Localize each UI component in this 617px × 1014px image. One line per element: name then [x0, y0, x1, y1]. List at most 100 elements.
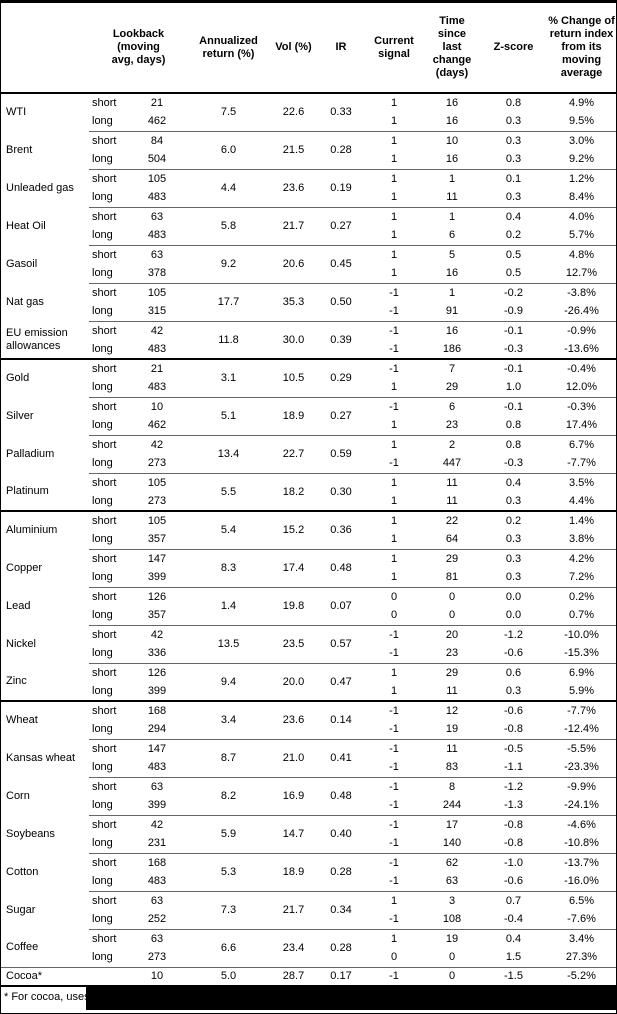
horizon-label: short [89, 434, 126, 454]
table-row: Aluminium short 105 5.4 15.2 0.36 1 22 0.2 1.4% [1, 510, 616, 549]
table-row: WTI short 21 7.5 22.6 0.33 1 16 0.8 4.9% [1, 93, 616, 118]
table-row: long 399 -1 244 -1.3 -24.1% [1, 796, 616, 815]
pct-change-value: 9.5% [568, 115, 595, 128]
zscore-value: 0.8 [505, 419, 522, 432]
lookback-value: 105 [126, 282, 188, 302]
lookback-value: 10 [126, 966, 188, 986]
time-since-value: 1 [424, 168, 480, 188]
signal-value: 1 [390, 533, 398, 546]
zscore-value: -0.1 [480, 358, 547, 378]
lookback-value: 357 [147, 533, 167, 546]
table-row: long 462 1 23 0.8 17.4% [1, 416, 616, 435]
annualized-return-value: 6.0 [188, 130, 269, 169]
time-since-value: 11 [424, 738, 480, 758]
horizon-label: long [92, 685, 113, 697]
vol-value: 16.9 [269, 776, 318, 815]
time-since-value: 29 [445, 381, 459, 394]
ir-value: 0.14 [318, 700, 364, 739]
signal-value: 0 [390, 951, 398, 964]
pct-change-value: 1.2% [547, 168, 616, 188]
vol-value: 17.4 [269, 548, 318, 587]
table-row: long 378 1 16 0.5 12.7% [1, 264, 616, 283]
horizon-label: long [92, 799, 113, 812]
commodity-name: Kansas wheat [6, 751, 76, 764]
time-since-value: 7 [424, 358, 480, 378]
time-since-value: 11 [446, 685, 458, 697]
zscore-value: -1.1 [504, 761, 523, 774]
signal-value: -1 [389, 723, 399, 736]
pct-change-value: 4.4% [568, 495, 595, 507]
zscore-value: 0.5 [505, 267, 522, 280]
zscore-value: -1.3 [504, 799, 523, 812]
annualized-return-value: 13.5 [188, 624, 269, 663]
lookback-value: 10 [126, 396, 188, 416]
zscore-value: 0.6 [480, 662, 547, 682]
horizon-label: long [92, 609, 113, 622]
vol-value: 20.0 [269, 662, 318, 701]
annualized-return-value: 11.8 [188, 320, 269, 359]
zscore-value: -1.2 [480, 624, 547, 644]
table-row: Kansas wheat short 147 8.7 21.0 0.41 -1 11 -0.5-… [1, 738, 616, 777]
pct-change-value: -12.4% [564, 723, 599, 736]
pct-change-value: -5.5% [547, 738, 616, 758]
commodity-name: Copper [6, 561, 43, 574]
commodity-name: Brent [6, 143, 33, 156]
ir-value: 0.39 [318, 320, 364, 359]
table-row: Wheat short 168 3.4 23.6 0.14 -1 12 -0.6 -7.7% [1, 700, 616, 739]
zscore-value: -0.8 [504, 837, 523, 850]
time-since-value: 19 [445, 723, 459, 736]
commodity-name: Soybeans [6, 827, 55, 840]
zscore-value: 0.3 [480, 548, 547, 568]
annualized-return-value: 3.4 [188, 700, 269, 739]
pct-change-value: -7.6% [567, 913, 596, 926]
signal-value: 1 [390, 267, 398, 280]
table-row: long 336 -1 23 -0.6 -15.3% [1, 644, 616, 663]
ir-value: 0.30 [318, 472, 364, 511]
commodity-name: Palladium [6, 447, 55, 460]
time-since-value: 62 [424, 852, 480, 872]
redaction-bar [86, 987, 616, 1010]
time-since-value: 16 [445, 267, 459, 280]
table-body: WTI short 21 7.5 22.6 0.33 1 16 0.8 4.9% long 462 1 1… [1, 93, 616, 986]
horizon-label [89, 966, 126, 986]
signal-value: -1 [389, 837, 399, 850]
horizon-label: long [92, 381, 113, 394]
header-annualized-return: Annualized return (%) [188, 3, 269, 94]
zscore-value: -0.6 [504, 875, 523, 888]
table-row: long 483 -1 63 -0.6 -16.0% [1, 872, 616, 891]
horizon-label: long [92, 533, 113, 546]
zscore-value: 1.5 [505, 951, 522, 964]
lookback-value: 399 [147, 685, 167, 697]
zscore-value: 0.4 [480, 928, 547, 948]
lookback-value: 168 [126, 700, 188, 720]
time-since-value: 6 [448, 229, 456, 242]
table-row: long 399 1 81 0.3 7.2% [1, 568, 616, 587]
time-since-value: 10 [424, 130, 480, 150]
lookback-value: 483 [147, 761, 167, 774]
horizon-label: short [89, 662, 126, 682]
vol-value: 21.7 [269, 890, 318, 929]
lookback-value: 462 [147, 419, 167, 432]
header-pct-change: % Change of return index from its moving… [547, 3, 616, 94]
commodity-name: Gold [1, 358, 89, 397]
ir-value: 0.27 [318, 396, 364, 435]
signal-value: -1 [364, 776, 424, 796]
signal-value: -1 [389, 343, 399, 355]
header-current-signal: Current signal [364, 3, 424, 94]
time-since-value: 19 [424, 928, 480, 948]
commodity-name: Coffee [6, 941, 39, 954]
zscore-value: -0.4 [504, 913, 523, 926]
lookback-value: 399 [147, 571, 167, 584]
annualized-return-value: 5.3 [188, 852, 269, 891]
lookback-value: 378 [147, 267, 167, 280]
horizon-label: short [92, 97, 117, 109]
pct-change-value: -7.7% [547, 700, 616, 720]
zscore-value: 0.4 [480, 472, 547, 492]
signal-value: 1 [390, 495, 398, 507]
lookback-value: 336 [147, 647, 167, 660]
vol-value: 23.6 [269, 168, 318, 207]
zscore-value: 1.0 [505, 381, 522, 394]
horizon-label: short [89, 586, 126, 606]
vol-value: 20.6 [269, 244, 318, 283]
lookback-value: 126 [126, 662, 188, 682]
